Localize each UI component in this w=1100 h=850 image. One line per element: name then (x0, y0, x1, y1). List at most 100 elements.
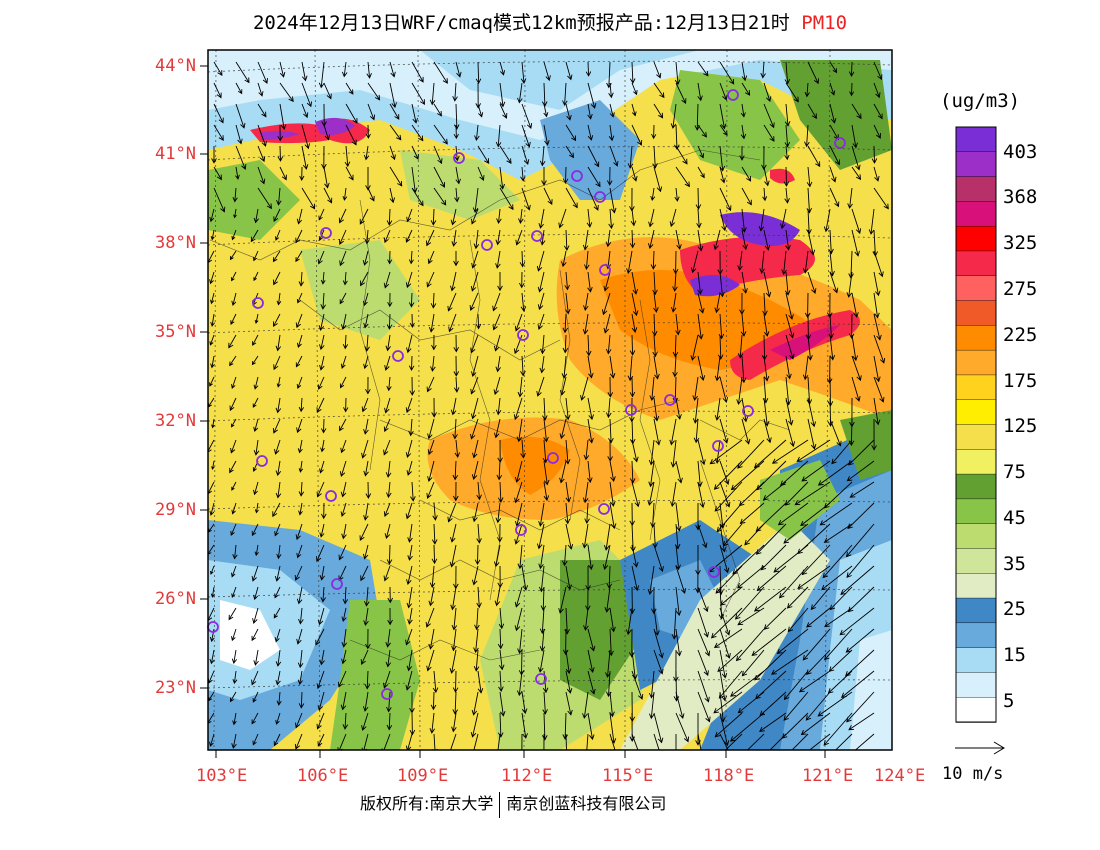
wind-arrow (231, 376, 237, 389)
wind-arrow (338, 208, 347, 224)
wind-arrow (492, 313, 501, 331)
lon-label: 118°E (703, 766, 755, 786)
wind-arrow (451, 628, 457, 652)
wind-arrow (697, 166, 705, 179)
wind-arrow (383, 439, 391, 456)
wind-arrow (451, 229, 457, 247)
wind-arrow (817, 691, 853, 717)
wind-arrow (538, 565, 545, 593)
wind-arrow (253, 250, 259, 262)
wind-arrow (631, 313, 638, 334)
wind-arrow (411, 145, 419, 160)
wind-arrow (737, 691, 765, 714)
wind-arrow (627, 145, 634, 169)
wind-arrow (690, 250, 699, 274)
wind-arrow (737, 334, 744, 359)
wind-arrow (741, 166, 752, 182)
wind-arrow (406, 460, 413, 476)
wind-arrow (383, 502, 391, 517)
lat-label: 26°N (155, 589, 196, 609)
wind-arrow (784, 103, 791, 127)
wind-arrow (604, 586, 611, 613)
wind-arrow (323, 166, 330, 189)
wind-arrow (408, 355, 415, 372)
wind-arrow (209, 628, 215, 643)
wind-arrow (719, 607, 731, 636)
wind-arrow (454, 439, 461, 458)
wind-arrow (670, 103, 677, 129)
wind-arrow (274, 586, 281, 599)
wind-arrow (320, 418, 327, 434)
lon-label: 124°E (874, 766, 926, 786)
pollutant-label: PM10 (801, 12, 848, 34)
wind-arrow (367, 103, 376, 121)
lat-label: 44°N (155, 56, 196, 76)
wind-arrow (714, 712, 743, 738)
legend-swatch (955, 225, 997, 252)
wind-arrow (386, 544, 393, 565)
wind-arrow (493, 418, 501, 439)
legend-swatch (955, 201, 997, 227)
wind-vector-layer (208, 61, 889, 750)
wind-arrow (383, 565, 391, 582)
wind-arrow (741, 61, 748, 82)
title-text: 2024年12月13日WRF/cmaq模式12km预报产品:12月13日21时 (252, 12, 790, 34)
wind-arrow (208, 481, 215, 495)
city-station-marker (594, 191, 606, 203)
wind-arrow (756, 565, 787, 592)
wind-arrow (784, 481, 809, 506)
wind-arrow (851, 208, 862, 235)
wind-arrow (231, 418, 237, 428)
wind-arrow (521, 103, 533, 129)
wind-arrow (251, 712, 259, 725)
legend-swatch (955, 126, 997, 153)
wind-arrow (804, 82, 810, 98)
wind-arrow (719, 166, 726, 184)
wind-arrow (724, 733, 743, 750)
wind-arrow (829, 271, 839, 294)
wind-arrow (318, 313, 325, 332)
wind-arrow (389, 187, 396, 204)
wind-arrow (411, 187, 424, 207)
city-station-marker (252, 297, 264, 309)
wind-arrow (279, 61, 286, 78)
wind-arrow (211, 418, 215, 429)
wind-arrow (717, 334, 724, 361)
wind-arrow (851, 124, 858, 149)
wind-arrow (253, 376, 259, 390)
wind-arrow (824, 628, 853, 661)
wind-arrow (697, 670, 710, 703)
wind-arrow (365, 481, 372, 499)
wind-arrow (319, 355, 325, 371)
wind-arrow (342, 187, 348, 201)
wind-arrow (609, 355, 616, 379)
wind-arrow (565, 61, 573, 81)
wind-arrow (213, 166, 222, 181)
wind-arrow (648, 439, 655, 466)
wind-arrow (251, 670, 259, 686)
wind-arrow (746, 733, 765, 750)
wind-arrow (431, 544, 438, 565)
wind-arrow (495, 355, 501, 373)
wind-arrow (562, 334, 569, 354)
wind-arrow (279, 103, 287, 131)
city-station-marker (742, 405, 754, 417)
wind-arrow (671, 607, 678, 640)
city-station-marker (535, 673, 547, 685)
wind-arrow (648, 460, 655, 488)
wind-arrow (295, 712, 303, 729)
wind-arrow (580, 376, 589, 401)
wind-arrow (697, 628, 711, 657)
wind-arrow (433, 124, 448, 145)
wind-arrow (517, 628, 523, 655)
legend-swatch (955, 250, 997, 277)
city-station-marker (727, 89, 739, 101)
wind-arrow (296, 418, 303, 434)
wind-arrow (208, 544, 215, 555)
wind-arrow (520, 166, 526, 182)
wind-arrow (389, 82, 397, 109)
wind-arrow (848, 61, 855, 77)
wind-arrow (453, 251, 459, 267)
wind-arrow (298, 691, 305, 709)
wind-arrow (629, 229, 636, 249)
